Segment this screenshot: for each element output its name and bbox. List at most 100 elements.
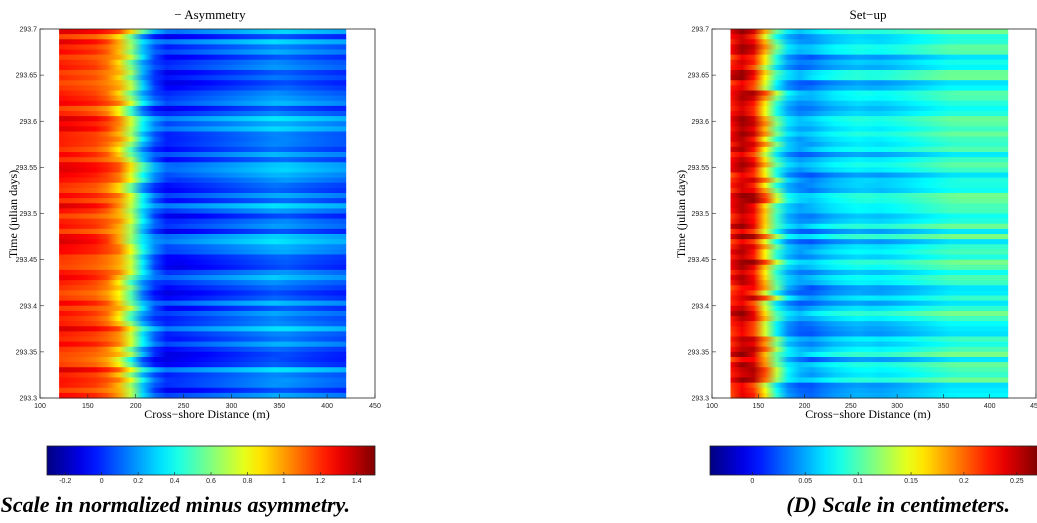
y-tick-label: 293.7 bbox=[691, 27, 709, 34]
heatmap-band bbox=[59, 126, 347, 133]
setup-colorbar-ticks: 0 0.05 0.1 0.15 0.2 0.25 bbox=[750, 472, 1024, 485]
x-tick-label: 200 bbox=[130, 403, 142, 410]
heatmap-band bbox=[730, 198, 1009, 204]
heatmap-band bbox=[730, 264, 1009, 271]
heatmap-band bbox=[730, 362, 1009, 368]
asymmetry-y-axis-label: Time (julian days) bbox=[6, 170, 20, 258]
heatmap-band bbox=[730, 316, 1009, 322]
heatmap-band bbox=[59, 70, 347, 76]
heatmap-band bbox=[730, 228, 1009, 235]
y-tick-label: 293.3 bbox=[19, 396, 37, 403]
colorbar-tick-label: 0.6 bbox=[206, 478, 216, 485]
heatmap-band bbox=[730, 162, 1009, 168]
asymmetry-title: − Asymmetry bbox=[174, 7, 246, 22]
heatmap-band bbox=[59, 152, 347, 158]
heatmap-band bbox=[59, 300, 347, 307]
heatmap-band bbox=[59, 39, 347, 45]
y-tick-label: 293.6 bbox=[691, 119, 709, 126]
heatmap-band bbox=[59, 157, 347, 163]
y-tick-label: 293.55 bbox=[16, 165, 38, 172]
heatmap-band bbox=[59, 290, 347, 297]
heatmap-band bbox=[59, 85, 347, 92]
setup-y-axis-label: Time (julian days) bbox=[674, 170, 688, 258]
heatmap-band bbox=[59, 280, 347, 286]
heatmap-band bbox=[59, 259, 347, 266]
setup-x-axis-label: Cross−shore Distance (m) bbox=[805, 407, 930, 421]
heatmap-band bbox=[59, 177, 347, 184]
heatmap-band bbox=[730, 177, 1009, 184]
heatmap-band bbox=[59, 90, 347, 97]
heatmap-band bbox=[59, 244, 347, 250]
asymmetry-x-axis-label: Cross−shore Distance (m) bbox=[144, 407, 269, 421]
y-tick-label: 293.6 bbox=[19, 119, 37, 126]
heatmap-band bbox=[730, 341, 1009, 348]
heatmap-band bbox=[59, 105, 347, 112]
heatmap-band bbox=[730, 141, 1009, 148]
heatmap-band bbox=[59, 275, 347, 281]
heatmap-band bbox=[59, 75, 347, 81]
setup-title: Set−up bbox=[850, 7, 887, 22]
heatmap-band bbox=[59, 223, 347, 230]
heatmap-band bbox=[59, 146, 347, 153]
heatmap-band bbox=[730, 310, 1009, 317]
heatmap-band bbox=[730, 295, 1009, 302]
colorbar-tick-label: 0.1 bbox=[853, 478, 863, 485]
heatmap-band bbox=[730, 85, 1009, 92]
heatmap-band bbox=[59, 295, 347, 302]
heatmap-band bbox=[730, 34, 1009, 40]
heatmap-band bbox=[730, 172, 1009, 179]
y-tick-label: 293.5 bbox=[691, 211, 709, 218]
heatmap-band bbox=[730, 70, 1009, 76]
heatmap-band bbox=[730, 331, 1009, 338]
heatmap-band bbox=[730, 367, 1009, 373]
setup-x-ticks: 100 150 200 250 300 350 400 450 bbox=[706, 394, 1037, 410]
heatmap-band bbox=[59, 341, 347, 348]
heatmap-band bbox=[59, 264, 347, 271]
heatmap-band bbox=[730, 111, 1009, 117]
heatmap-band bbox=[59, 305, 347, 312]
heatmap-band bbox=[59, 239, 347, 245]
heatmap-band bbox=[730, 90, 1009, 97]
heatmap-band bbox=[59, 372, 347, 379]
heatmap-band bbox=[59, 218, 347, 225]
heatmap-band bbox=[59, 182, 347, 189]
heatmap-band bbox=[730, 223, 1009, 230]
heatmap-band bbox=[730, 234, 1009, 240]
heatmap-band bbox=[730, 121, 1009, 127]
y-tick-label: 293.3 bbox=[691, 396, 709, 403]
heatmap-band bbox=[59, 172, 347, 179]
heatmap-band bbox=[730, 95, 1009, 102]
heatmap-band bbox=[59, 141, 347, 148]
x-tick-label: 100 bbox=[706, 403, 718, 410]
heatmap-band bbox=[730, 290, 1009, 297]
y-tick-label: 293.45 bbox=[688, 257, 710, 264]
y-tick-label: 293.35 bbox=[688, 349, 710, 356]
heatmap-band bbox=[730, 75, 1009, 81]
heatmap-band bbox=[730, 44, 1009, 51]
heatmap-band bbox=[59, 136, 347, 143]
heatmap-band bbox=[59, 228, 347, 235]
y-tick-label: 293.55 bbox=[688, 165, 710, 172]
heatmap-band bbox=[730, 392, 1009, 399]
x-tick-label: 450 bbox=[1030, 403, 1037, 410]
heatmap-band bbox=[730, 326, 1009, 332]
heatmap-band bbox=[730, 249, 1009, 256]
heatmap-band bbox=[730, 280, 1009, 286]
heatmap-band bbox=[730, 116, 1009, 122]
heatmap-band bbox=[59, 59, 347, 66]
heatmap-band bbox=[59, 187, 347, 194]
heatmap-band bbox=[730, 346, 1009, 353]
heatmap-band bbox=[59, 64, 347, 71]
y-tick-label: 293.45 bbox=[16, 257, 38, 264]
heatmap-band bbox=[730, 321, 1009, 327]
colorbar-tick-label: 1.4 bbox=[352, 478, 362, 485]
colorbar-tick-label: -0.2 bbox=[59, 478, 71, 485]
heatmap-band bbox=[59, 111, 347, 117]
heatmap-band bbox=[59, 54, 347, 61]
heatmap-band bbox=[730, 377, 1009, 384]
heatmap-band bbox=[730, 167, 1009, 174]
x-tick-label: 200 bbox=[799, 403, 811, 410]
heatmap-band bbox=[730, 152, 1009, 158]
heatmap-band bbox=[59, 382, 347, 389]
